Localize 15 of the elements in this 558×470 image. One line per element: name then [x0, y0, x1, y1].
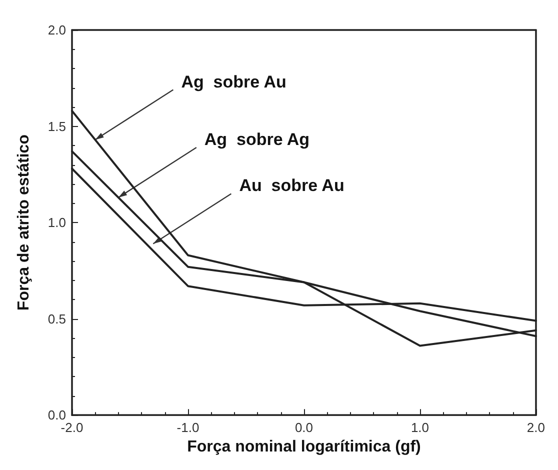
y-tick-label: 0.0 [48, 408, 66, 423]
y-tick-label: 2.0 [48, 22, 66, 38]
x-axis-title: Força nominal logarítimica (gf) [187, 438, 421, 456]
annotation: Ag sobre Au [181, 72, 286, 92]
x-tick-label: -1.0 [176, 420, 200, 436]
annotation: Ag sobre Ag [204, 130, 310, 150]
y-tick-label: 1.0 [48, 215, 66, 230]
y-tick-label: 0.5 [48, 311, 66, 326]
x-tick-label: 1.0 [410, 420, 430, 436]
x-tick-label: -2.0 [60, 420, 84, 436]
x-tick-label: 2.0 [526, 420, 546, 436]
annotation: Au sobre Au [239, 176, 344, 196]
y-tick-label: 1.5 [48, 118, 66, 134]
x-tick-label: 0.0 [294, 420, 314, 436]
y-axis-title: Força de atrito estático [16, 134, 32, 311]
